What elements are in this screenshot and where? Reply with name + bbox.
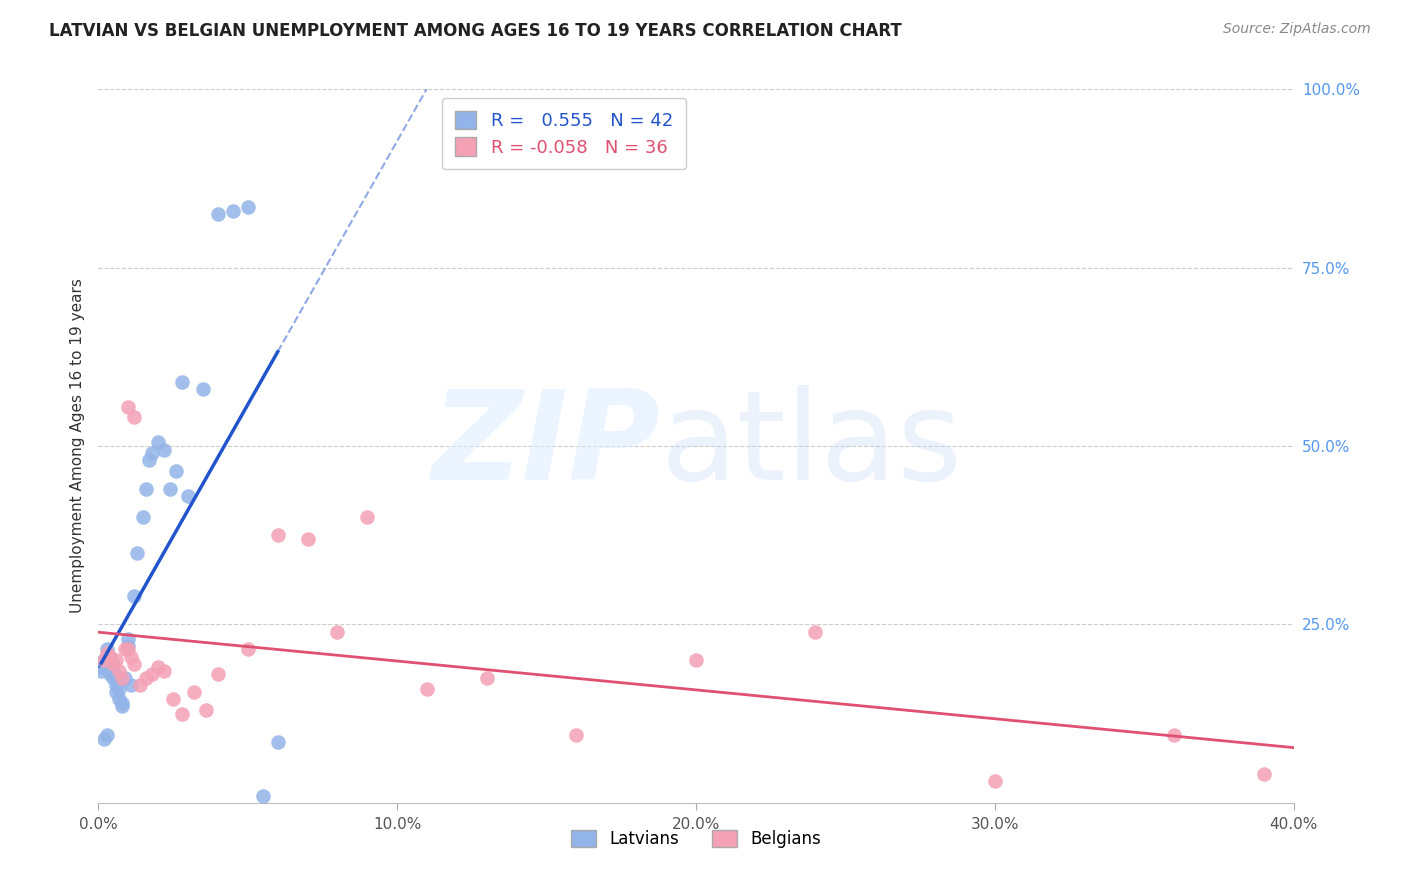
Point bbox=[111, 671, 134, 685]
Point bbox=[124, 589, 146, 603]
Point bbox=[111, 699, 134, 714]
Text: atlas: atlas bbox=[661, 385, 962, 507]
Point bbox=[685, 653, 707, 667]
Point bbox=[195, 703, 218, 717]
Point bbox=[297, 532, 319, 546]
Point bbox=[93, 653, 115, 667]
Point bbox=[117, 642, 139, 657]
Point bbox=[153, 442, 176, 457]
Point bbox=[165, 464, 187, 478]
Point bbox=[103, 664, 125, 678]
Text: LATVIAN VS BELGIAN UNEMPLOYMENT AMONG AGES 16 TO 19 YEARS CORRELATION CHART: LATVIAN VS BELGIAN UNEMPLOYMENT AMONG AG… bbox=[49, 22, 903, 40]
Point bbox=[103, 657, 125, 671]
Point bbox=[132, 510, 155, 524]
Point bbox=[207, 667, 229, 681]
Point bbox=[108, 692, 131, 706]
Point bbox=[162, 692, 184, 706]
Point bbox=[475, 671, 498, 685]
Point bbox=[98, 653, 122, 667]
Point bbox=[93, 653, 115, 667]
Point bbox=[105, 653, 128, 667]
Y-axis label: Unemployment Among Ages 16 to 19 years: Unemployment Among Ages 16 to 19 years bbox=[69, 278, 84, 614]
Point bbox=[124, 410, 146, 425]
Point bbox=[98, 667, 122, 681]
Point bbox=[236, 642, 259, 657]
Point bbox=[93, 657, 115, 671]
Point bbox=[183, 685, 205, 699]
Text: ZIP: ZIP bbox=[432, 385, 661, 507]
Point bbox=[252, 789, 274, 803]
Point bbox=[98, 649, 122, 664]
Point bbox=[1163, 728, 1185, 742]
Point bbox=[416, 681, 439, 696]
Point bbox=[114, 671, 136, 685]
Point bbox=[172, 375, 194, 389]
Point bbox=[984, 774, 1007, 789]
Point bbox=[114, 642, 136, 657]
Legend: Latvians, Belgians: Latvians, Belgians bbox=[564, 823, 828, 855]
Point bbox=[93, 731, 115, 746]
Point bbox=[120, 678, 142, 692]
Point bbox=[148, 435, 170, 450]
Point bbox=[153, 664, 176, 678]
Point bbox=[117, 632, 139, 646]
Point bbox=[103, 657, 125, 671]
Text: Source: ZipAtlas.com: Source: ZipAtlas.com bbox=[1223, 22, 1371, 37]
Point bbox=[236, 200, 259, 214]
Point bbox=[129, 678, 152, 692]
Point bbox=[191, 382, 214, 396]
Point bbox=[172, 706, 194, 721]
Point bbox=[117, 400, 139, 414]
Point bbox=[108, 681, 131, 696]
Point bbox=[98, 649, 122, 664]
Point bbox=[326, 624, 349, 639]
Point bbox=[111, 696, 134, 710]
Point bbox=[108, 664, 131, 678]
Point bbox=[96, 649, 118, 664]
Point bbox=[96, 646, 118, 660]
Point bbox=[565, 728, 588, 742]
Point bbox=[356, 510, 378, 524]
Point bbox=[177, 489, 200, 503]
Point bbox=[135, 482, 157, 496]
Point bbox=[267, 528, 290, 542]
Point bbox=[105, 685, 128, 699]
Point bbox=[1253, 767, 1275, 781]
Point bbox=[96, 728, 118, 742]
Point bbox=[141, 667, 163, 681]
Point bbox=[222, 203, 245, 218]
Point bbox=[138, 453, 160, 467]
Point bbox=[105, 678, 128, 692]
Point bbox=[90, 660, 112, 674]
Point bbox=[159, 482, 181, 496]
Point bbox=[804, 624, 827, 639]
Point bbox=[117, 639, 139, 653]
Point bbox=[96, 642, 118, 657]
Point bbox=[124, 657, 146, 671]
Point bbox=[103, 671, 125, 685]
Point bbox=[127, 546, 149, 560]
Point bbox=[148, 660, 170, 674]
Point bbox=[207, 207, 229, 221]
Point bbox=[141, 446, 163, 460]
Point bbox=[120, 649, 142, 664]
Point bbox=[90, 664, 112, 678]
Point bbox=[135, 671, 157, 685]
Point bbox=[267, 735, 290, 749]
